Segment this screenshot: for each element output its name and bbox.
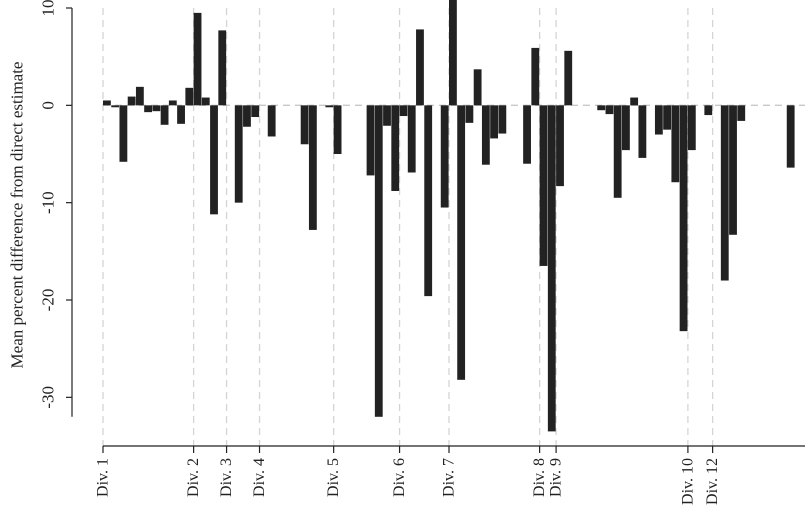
y-axis: 10 0 -10 -20 -30 <box>39 0 73 417</box>
bar-25 <box>300 105 309 145</box>
bar-13 <box>201 97 210 106</box>
bar-43 <box>449 0 457 106</box>
bar-53 <box>531 47 540 106</box>
y-tick-label: -20 <box>39 289 58 312</box>
bar-9 <box>168 100 177 106</box>
bar-46 <box>473 69 482 106</box>
x-tick-label: Div. 3 <box>218 458 235 497</box>
x-tick-label: Div. 7 <box>441 458 458 497</box>
bar-62 <box>605 105 614 115</box>
x-tick-label: Div. 4 <box>251 458 268 497</box>
bar-42 <box>440 105 449 208</box>
bars <box>103 0 795 432</box>
x-tick-label: Div. 6 <box>391 458 408 497</box>
bar-7 <box>152 105 161 112</box>
x-tick-label: Div. 1 <box>95 458 112 497</box>
bar-3 <box>119 105 128 162</box>
bar-76 <box>720 105 729 281</box>
bar-34 <box>374 105 383 417</box>
bar-44 <box>457 105 466 380</box>
x-tick-label: Div. 10 <box>679 458 696 505</box>
bar-84 <box>786 105 795 168</box>
bar-72 <box>687 105 696 151</box>
bar-33 <box>366 105 375 176</box>
bar-54 <box>539 105 548 266</box>
bar-29 <box>333 105 342 154</box>
bar-35 <box>383 105 391 126</box>
x-tick-label: Div. 9 <box>548 458 565 497</box>
bar-64 <box>622 105 630 151</box>
y-tick-label: -10 <box>39 191 58 214</box>
bar-52 <box>523 105 531 164</box>
bar-21 <box>267 105 276 137</box>
bar-40 <box>424 105 433 297</box>
bar-1 <box>103 100 111 106</box>
bar-70 <box>671 105 680 183</box>
bar-8 <box>160 105 169 125</box>
bar-55 <box>547 105 556 432</box>
bar-26 <box>308 105 317 230</box>
bar-68 <box>654 105 663 135</box>
y-tick-label: 10 <box>39 0 58 17</box>
bar-65 <box>630 97 639 106</box>
bar-37 <box>399 105 408 117</box>
bar-38 <box>407 105 416 173</box>
bar-78 <box>737 105 746 121</box>
x-tick-label: Div. 8 <box>531 458 548 497</box>
bar-63 <box>613 105 622 198</box>
bar-28 <box>325 105 334 108</box>
bar-77 <box>729 105 737 235</box>
y-tick-label: 0 <box>39 101 58 110</box>
bar-2 <box>111 105 120 108</box>
bar-48 <box>490 105 499 139</box>
bar-74 <box>704 105 713 116</box>
bar-14 <box>210 105 218 215</box>
bar-12 <box>193 12 202 106</box>
bar-36 <box>391 105 400 191</box>
x-axis: Div. 1 Div. 2 Div. 3 Div. 4 Div. 5 Div. 6 Div.… <box>95 445 805 505</box>
bar-11 <box>185 87 194 106</box>
y-axis-label: Mean percent difference from direct esti… <box>8 62 27 369</box>
bar-10 <box>177 105 185 124</box>
bar-49 <box>498 105 507 134</box>
x-tick-label: Div. 2 <box>185 458 202 497</box>
bar-47 <box>481 105 490 165</box>
x-tick-label: Div. 5 <box>325 458 342 497</box>
y-tick-label: -30 <box>39 386 58 409</box>
bar-66 <box>638 105 647 158</box>
bar-18 <box>243 105 251 127</box>
bar-45 <box>465 105 474 123</box>
bar-57 <box>564 50 573 106</box>
bar-17 <box>234 105 243 203</box>
bar-71 <box>679 105 688 332</box>
bar-4 <box>127 96 136 106</box>
x-tick-label: Div. 12 <box>704 458 721 505</box>
bar-56 <box>556 105 564 187</box>
bar-15 <box>218 30 227 106</box>
bar-69 <box>663 105 672 130</box>
bar-19 <box>251 105 260 118</box>
bar-6 <box>144 105 153 113</box>
bar-61 <box>597 105 606 111</box>
bar-5 <box>135 86 144 106</box>
bar-39 <box>416 29 424 106</box>
